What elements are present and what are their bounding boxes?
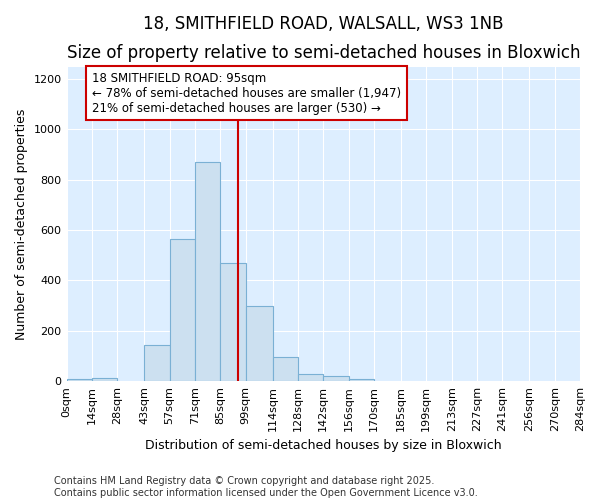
Bar (92, 378, 117, 381)
Bar (323, 376, 349, 381)
Y-axis label: Number of semi-detached properties: Number of semi-detached properties (15, 108, 28, 340)
Title: 18, SMITHFIELD ROAD, WALSALL, WS3 1NB
Size of property relative to semi-detached: 18, SMITHFIELD ROAD, WALSALL, WS3 1NB Si… (67, 15, 580, 62)
Bar (195, 162, 220, 381)
Text: Contains HM Land Registry data © Crown copyright and database right 2025.
Contai: Contains HM Land Registry data © Crown c… (54, 476, 478, 498)
Bar (144, 344, 170, 381)
Bar (245, 306, 272, 381)
Bar (298, 374, 323, 381)
Text: 18 SMITHFIELD ROAD: 95sqm
← 78% of semi-detached houses are smaller (1,947)
21% : 18 SMITHFIELD ROAD: 95sqm ← 78% of semi-… (92, 72, 401, 114)
Bar (272, 358, 298, 381)
Bar (349, 378, 374, 381)
Bar (170, 239, 195, 381)
Bar (220, 263, 245, 381)
Bar (67, 378, 92, 381)
X-axis label: Distribution of semi-detached houses by size in Bloxwich: Distribution of semi-detached houses by … (145, 440, 502, 452)
